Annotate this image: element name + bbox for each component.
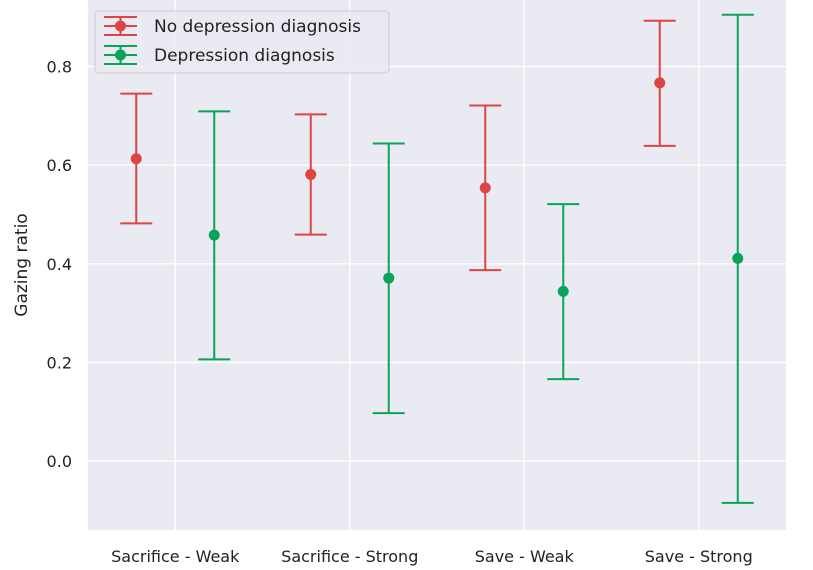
x-tick-label-0: Sacrifice - Weak: [111, 547, 240, 566]
point-series-1-3: [732, 252, 744, 264]
legend-marker-dot-0: [115, 20, 126, 32]
legend-label-1: Depression diagnosis: [154, 46, 335, 66]
y-tick-label-4: 0.8: [47, 58, 72, 77]
x-tick-label-3: Save - Strong: [645, 547, 753, 566]
point-series-0-2: [479, 182, 491, 194]
series-1: [198, 13, 754, 504]
y-tick-labels: 0.0 0.2 0.4 0.6 0.8: [47, 58, 72, 471]
point-series-1-0: [208, 229, 220, 241]
y-tick-label-2: 0.4: [47, 255, 72, 274]
y-tick-label-3: 0.6: [47, 156, 72, 175]
legend-marker-dot-1: [115, 49, 126, 61]
point-series-1-1: [383, 272, 395, 284]
y-axis-label: Gazing ratio: [12, 213, 32, 316]
point-series-0-3: [654, 77, 666, 89]
series-layer: [120, 13, 754, 504]
legend: No depression diagnosis Depression diagno…: [94, 10, 390, 74]
point-series-1-2: [557, 285, 569, 297]
x-tick-label-1: Sacrifice - Strong: [281, 547, 418, 566]
x-tick-label-2: Save - Weak: [475, 547, 575, 566]
y-tick-label-1: 0.2: [47, 353, 72, 372]
legend-box: [94, 10, 390, 74]
legend-label-0: No depression diagnosis: [154, 17, 361, 37]
plot-background: [88, 0, 786, 530]
point-series-0-1: [305, 169, 317, 181]
point-series-0-0: [130, 153, 142, 165]
y-tick-label-0: 0.0: [47, 452, 72, 471]
series-0: [120, 19, 676, 272]
x-tick-labels: Sacrifice - Weak Sacrifice - Strong Save -…: [111, 547, 753, 566]
